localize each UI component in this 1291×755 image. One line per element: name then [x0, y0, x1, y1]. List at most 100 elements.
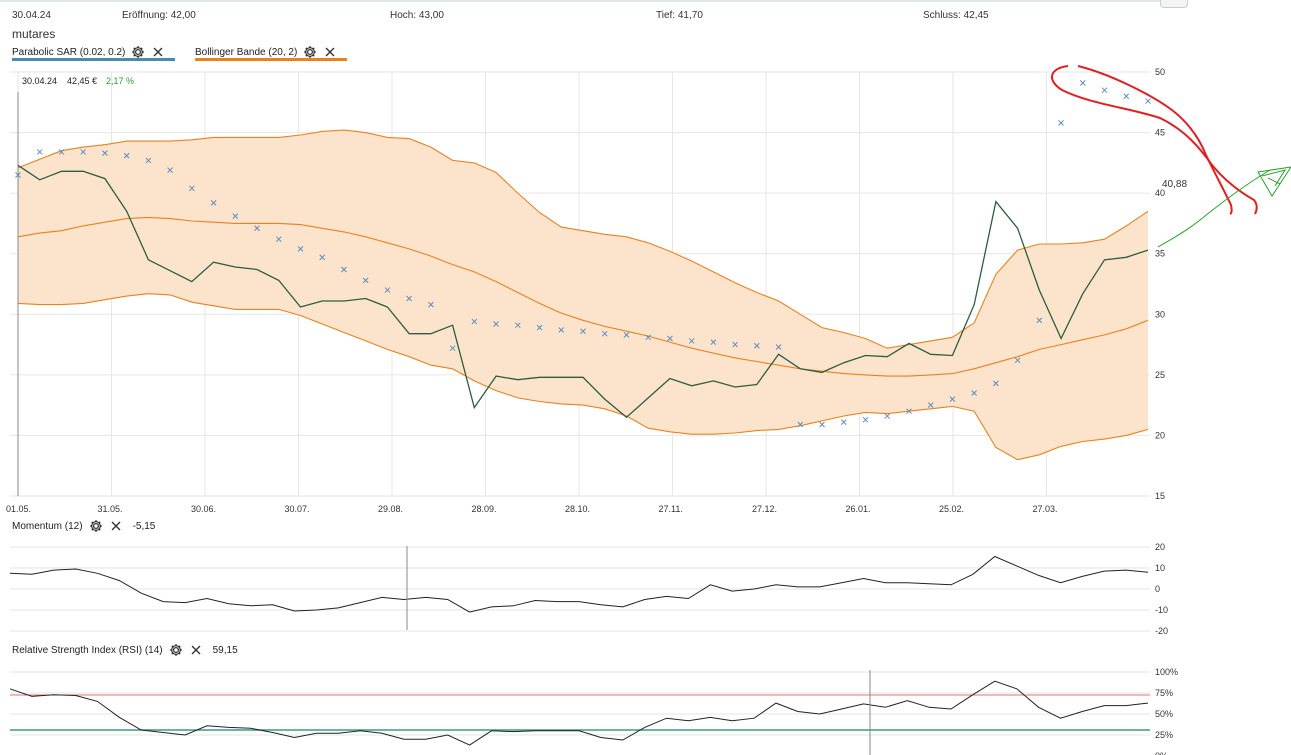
sar-mark	[645, 334, 652, 341]
gear-icon[interactable]	[303, 45, 317, 59]
sar-mark	[993, 380, 999, 387]
rsi-y-ticks: 100% 75% 50% 25% 0%	[1155, 667, 1178, 755]
bollinger-middle-line	[17, 216, 1149, 377]
red-annotation-stroke	[1051, 65, 1258, 215]
main-x-ticks: 01.05. 31.05. 30.06. 30.07. 29.08. 28.09. 28.1…	[6, 504, 1058, 514]
x-tick-label: 28.10.	[565, 504, 590, 514]
bollinger-upper-line	[17, 129, 1149, 349]
parabolic-sar-marks	[15, 80, 1151, 428]
momentum-panel-header[interactable]: Momentum (12) -5,15	[12, 517, 155, 535]
gear-icon[interactable]	[169, 643, 183, 657]
sar-mark	[254, 225, 260, 232]
ohlc-header: 30.04.24 Eröffnung: 42,00 Hoch: 43,00 Ti…	[0, 10, 1291, 26]
overlay-parabolic-sar[interactable]: Parabolic SAR (0.02, 0.2)	[12, 43, 165, 61]
overlay-parabolic-sar-label: Parabolic SAR (0.02, 0.2)	[12, 46, 126, 58]
sar-mark	[102, 150, 108, 157]
sar-mark	[167, 167, 173, 173]
sar-mark	[58, 149, 65, 155]
overlay-bollinger-underline	[195, 58, 347, 61]
sar-mark	[145, 157, 152, 164]
sar-mark	[580, 328, 586, 335]
main-y-ticks: 15 20 25 30 35 40 45 50	[1155, 67, 1165, 501]
sar-mark	[601, 330, 608, 337]
header-low: Tief: 41,70	[656, 10, 703, 21]
sar-mark	[906, 408, 912, 415]
sar-mark	[319, 254, 326, 261]
rsi-tick-label: 25%	[1155, 730, 1173, 740]
sar-mark	[232, 213, 239, 220]
x-tick-label: 01.05.	[6, 504, 31, 514]
tooltip-change: 2,17 %	[106, 76, 134, 86]
sar-mark	[1014, 357, 1021, 364]
rsi-tick-label: 0%	[1155, 751, 1168, 755]
y-tick-label: 50	[1155, 67, 1165, 77]
sar-mark	[362, 277, 369, 284]
sar-mark	[797, 421, 804, 428]
sar-mark	[884, 413, 891, 419]
tooltip-price: 42,45 €	[67, 76, 97, 86]
gear-icon[interactable]	[131, 45, 145, 59]
sar-mark	[428, 301, 434, 308]
momentum-tick-label: 0	[1155, 584, 1160, 594]
sar-mark	[471, 318, 478, 325]
y-tick-label: 30	[1155, 309, 1165, 319]
sar-mark	[971, 390, 978, 396]
red-annotation-stroke-inner	[1077, 65, 1233, 215]
momentum-tick-label: 20	[1155, 542, 1165, 552]
close-icon[interactable]	[151, 45, 165, 59]
top-scroll-track	[0, 0, 1180, 2]
y-tick-label: 45	[1155, 128, 1165, 138]
momentum-grid	[10, 546, 1150, 632]
green-arrowhead	[1257, 166, 1291, 197]
sar-mark	[1058, 120, 1064, 126]
sar-mark	[123, 152, 130, 159]
overlay-bollinger[interactable]: Bollinger Bande (20, 2)	[195, 43, 337, 61]
close-icon[interactable]	[189, 643, 203, 657]
y-tick-label: 25	[1155, 370, 1165, 380]
scroll-handle[interactable]	[1160, 0, 1188, 8]
momentum-value: -5,15	[132, 520, 156, 532]
sar-mark	[341, 266, 347, 273]
sar-mark	[819, 421, 825, 428]
sar-mark	[558, 327, 565, 333]
sar-mark	[36, 149, 43, 155]
overlay-bollinger-label: Bollinger Bande (20, 2)	[195, 46, 298, 58]
x-tick-label: 28.09.	[472, 504, 497, 514]
momentum-y-ticks: -20 -10 0 10 20	[1155, 542, 1168, 636]
sar-mark	[1123, 93, 1130, 100]
rsi-panel-header[interactable]: Relative Strength Index (RSI) (14) 59,15	[12, 641, 238, 659]
sar-mark	[688, 338, 695, 344]
sar-mark	[1036, 317, 1043, 324]
sar-mark	[80, 149, 87, 155]
rsi-tick-label: 50%	[1155, 709, 1173, 719]
y-tick-label: 35	[1155, 249, 1165, 259]
instrument-name: mutares	[12, 27, 56, 41]
close-icon[interactable]	[323, 45, 337, 59]
x-tick-label: 30.06.	[191, 504, 216, 514]
sar-mark	[862, 416, 869, 423]
sar-mark	[775, 344, 782, 350]
sar-mark	[514, 322, 521, 329]
close-icon[interactable]	[109, 519, 123, 533]
gear-icon[interactable]	[89, 519, 103, 533]
sar-mark	[210, 199, 217, 206]
y-tick-label: 20	[1155, 430, 1165, 440]
momentum-tick-label: -10	[1155, 605, 1168, 615]
x-tick-label: 26.01.	[846, 504, 871, 514]
rsi-line	[9, 680, 1149, 746]
sar-mark	[384, 287, 391, 293]
rsi-tick-label: 75%	[1155, 688, 1173, 698]
x-tick-label: 29.08.	[378, 504, 403, 514]
sar-mark	[297, 246, 304, 252]
sar-mark	[840, 419, 847, 425]
bollinger-band-fill	[18, 130, 1148, 460]
momentum-tick-label: -20	[1155, 626, 1168, 636]
header-close: Schluss: 42,45	[923, 10, 989, 21]
sar-mark	[1145, 98, 1151, 104]
header-open: Eröffnung: 42,00	[122, 10, 196, 21]
x-tick-label: 30.07.	[285, 504, 310, 514]
sar-mark	[927, 402, 934, 408]
sar-mark	[949, 396, 956, 402]
x-tick-label: 27.11.	[659, 504, 683, 514]
